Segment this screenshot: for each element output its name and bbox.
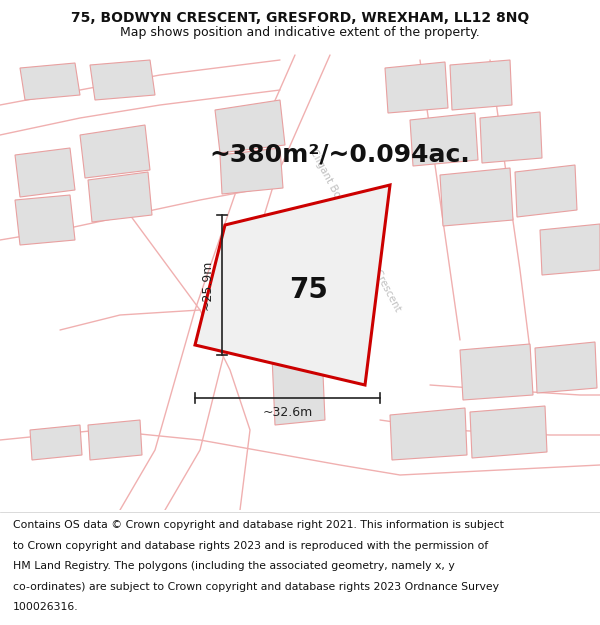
Polygon shape [385, 62, 448, 113]
Polygon shape [220, 148, 283, 194]
Text: ~25.9m: ~25.9m [201, 260, 214, 310]
Polygon shape [15, 148, 75, 197]
Polygon shape [440, 168, 513, 226]
Text: HM Land Registry. The polygons (including the associated geometry, namely x, y: HM Land Registry. The polygons (includin… [13, 561, 455, 571]
Polygon shape [535, 342, 597, 393]
Polygon shape [15, 195, 75, 245]
Text: 75: 75 [289, 276, 328, 304]
Polygon shape [450, 60, 512, 110]
Polygon shape [30, 425, 82, 460]
Text: Contains OS data © Crown copyright and database right 2021. This information is : Contains OS data © Crown copyright and d… [13, 521, 504, 531]
Polygon shape [540, 224, 600, 275]
Polygon shape [270, 305, 325, 425]
Polygon shape [90, 60, 155, 100]
Polygon shape [80, 125, 150, 178]
Polygon shape [215, 100, 285, 153]
Text: co-ordinates) are subject to Crown copyright and database rights 2023 Ordnance S: co-ordinates) are subject to Crown copyr… [13, 582, 499, 592]
Polygon shape [410, 113, 478, 166]
Text: 100026316.: 100026316. [13, 602, 79, 612]
Text: to Crown copyright and database rights 2023 and is reproduced with the permissio: to Crown copyright and database rights 2… [13, 541, 488, 551]
Text: 75, BODWYN CRESCENT, GRESFORD, WREXHAM, LL12 8NQ: 75, BODWYN CRESCENT, GRESFORD, WREXHAM, … [71, 11, 529, 25]
Polygon shape [20, 63, 80, 100]
Polygon shape [470, 406, 547, 458]
Polygon shape [480, 112, 542, 163]
Polygon shape [460, 344, 533, 400]
Text: ~380m²/~0.094ac.: ~380m²/~0.094ac. [209, 143, 470, 167]
Text: Map shows position and indicative extent of the property.: Map shows position and indicative extent… [120, 26, 480, 39]
Polygon shape [88, 420, 142, 460]
Polygon shape [515, 165, 577, 217]
Text: Cilgant Bodwyn / Bodwyn Crescent: Cilgant Bodwyn / Bodwyn Crescent [308, 147, 402, 313]
Polygon shape [195, 185, 390, 385]
Polygon shape [88, 172, 152, 222]
Polygon shape [390, 408, 467, 460]
Text: ~32.6m: ~32.6m [262, 406, 313, 419]
